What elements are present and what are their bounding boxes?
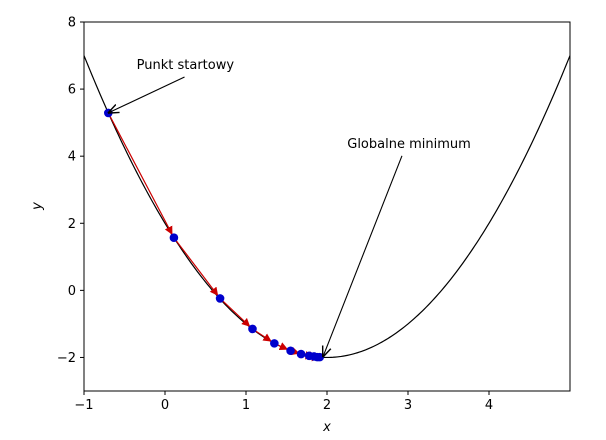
x-tick-label: −1 [74,398,93,413]
descent-arrow [219,297,251,327]
descent-point [286,346,295,356]
annotation-label: Globalne minimum [347,137,471,152]
descent-point [296,349,306,359]
descent-arrow [173,237,219,296]
annotation-arrow [108,76,185,113]
descent-point [270,339,279,348]
descent-points [104,108,325,362]
descent-arrows [107,112,321,362]
plot-area [84,55,570,362]
annotation-arrow [323,155,403,357]
y-tick-label: 0 [68,284,76,299]
descent-point [215,294,225,303]
y-tick-label: 8 [68,16,76,31]
y-tick-label: 6 [68,83,76,98]
y-tick-label: 2 [68,217,76,232]
descent-arrow [107,112,173,235]
x-tick-label: 2 [323,398,331,413]
y-tick-label: 4 [68,150,76,165]
x-tick-label: 4 [485,398,493,413]
x-tick-label: 1 [242,398,250,413]
x-tick-label: 0 [161,398,169,413]
x-tick-label: 3 [404,398,412,413]
annotation-label: Punkt startowy [137,58,235,73]
descent-point [169,233,179,242]
annotations: Punkt startowy Globalne minimum [108,58,471,357]
descent-point [248,324,257,334]
y-axis-ticks: −2 0 2 4 6 8 [57,16,84,366]
descent-point [315,352,325,362]
y-axis-label: y [30,202,45,211]
x-axis-ticks: −1 0 1 2 3 4 [74,391,493,413]
x-axis-label: x [322,420,331,435]
y-tick-label: −2 [57,351,76,366]
